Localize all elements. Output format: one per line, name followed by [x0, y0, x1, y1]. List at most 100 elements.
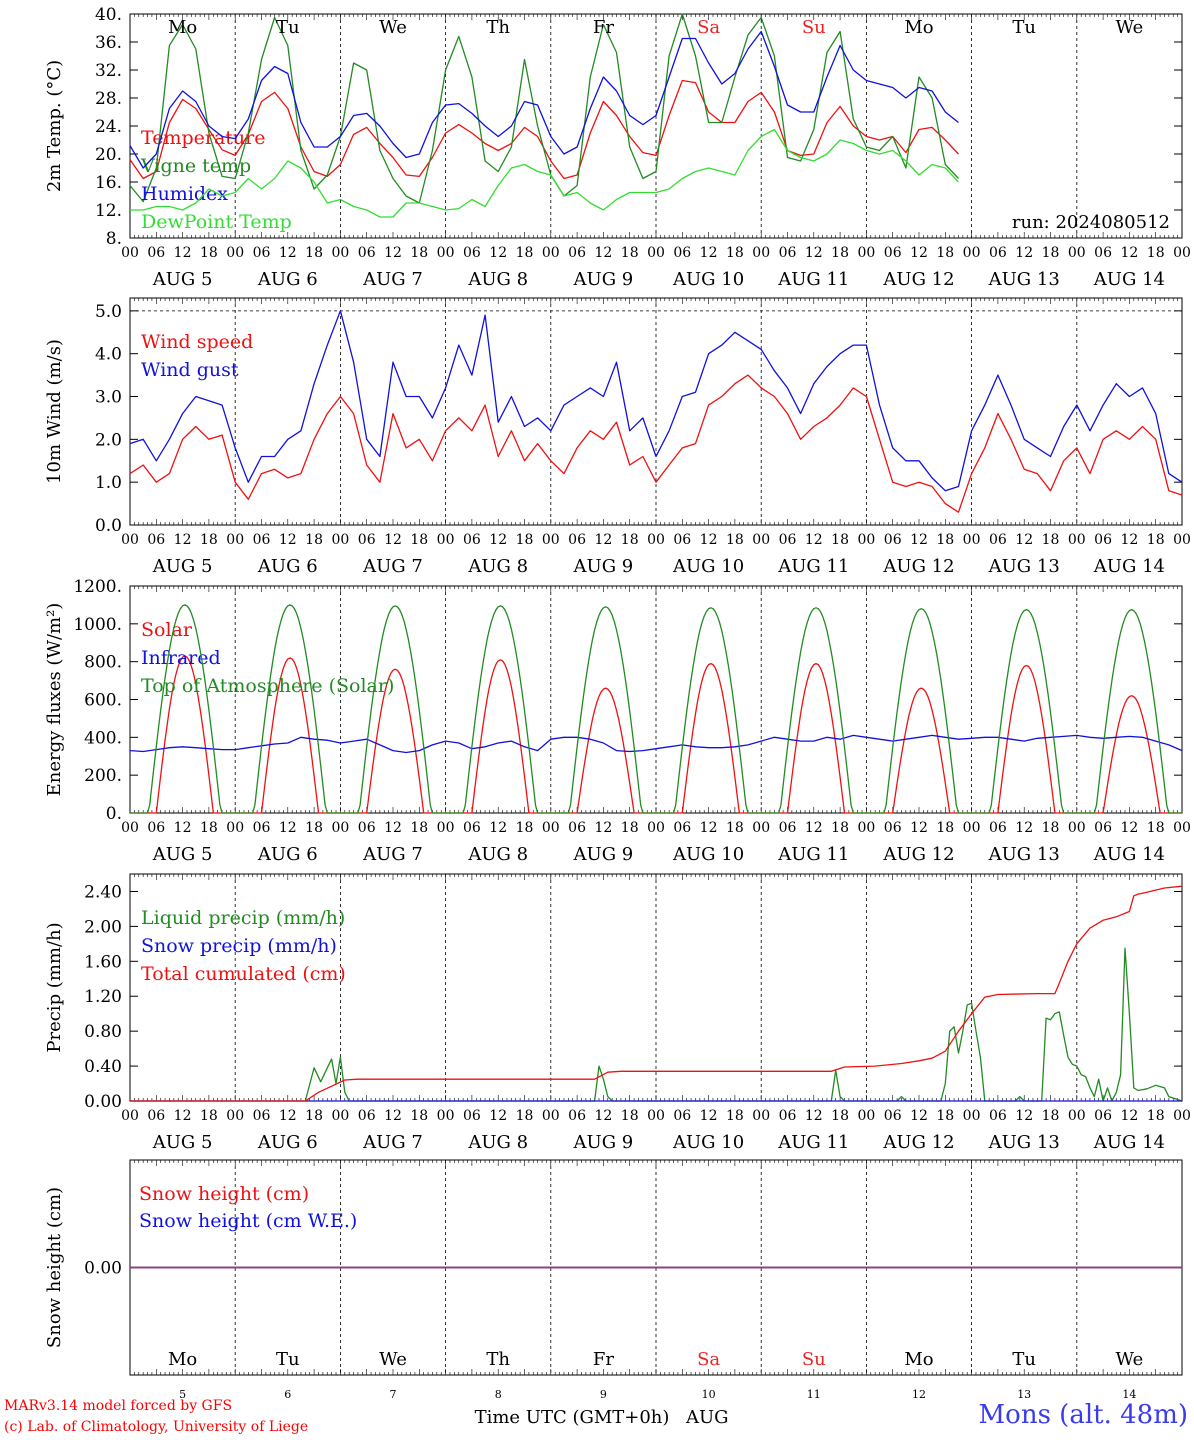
- energy-hour-label: 18: [621, 820, 639, 836]
- precip-hour-label: 00: [647, 1108, 665, 1124]
- wind-date-label: AUG 6: [257, 556, 318, 577]
- energy-hour-label: 18: [936, 820, 954, 836]
- snow-day-name: Su: [802, 1349, 826, 1370]
- temp-hour-label: 00: [542, 245, 560, 261]
- precip-hour-label: 18: [1042, 1108, 1060, 1124]
- precip-hour-label: 00: [121, 1108, 139, 1124]
- run-label: run: 2024080512: [1012, 212, 1170, 233]
- temp-hour-label: 00: [226, 245, 244, 261]
- temp-day-name: Tu: [1012, 17, 1036, 38]
- wind-hour-label: 00: [121, 532, 139, 548]
- precip-hour-label: 18: [200, 1108, 218, 1124]
- temp-day-name: We: [1116, 17, 1144, 38]
- temp-hour-label: 12: [910, 245, 928, 261]
- precip-legend-1: Snow precip (mm/h): [141, 935, 337, 957]
- energy-date-label: AUG 6: [257, 844, 318, 865]
- snow-day-name: Th: [486, 1349, 510, 1370]
- temp-hour-label: 12: [1120, 245, 1138, 261]
- temp-date-label: AUG 10: [672, 269, 744, 290]
- temp-date-label: AUG 14: [1093, 269, 1165, 290]
- wind-hour-label: 12: [700, 532, 718, 548]
- energy-hour-label: 06: [779, 820, 797, 836]
- precip-hour-label: 00: [963, 1108, 981, 1124]
- precip-y-axis-label: Precip (mm/h): [44, 922, 65, 1052]
- wind-hour-label: 06: [1094, 532, 1112, 548]
- precip-hour-label: 06: [253, 1108, 271, 1124]
- precip-hour-label: 18: [621, 1108, 639, 1124]
- energy-hour-label: 00: [752, 820, 770, 836]
- precip-hour-label: 12: [1120, 1108, 1138, 1124]
- energy-hour-label: 00: [1068, 820, 1086, 836]
- wind-date-label: AUG 14: [1093, 556, 1165, 577]
- wind-hour-label: 06: [147, 532, 165, 548]
- x-axis-month-label: AUG: [685, 1407, 729, 1428]
- wind-y-tick-label: 5.0: [95, 302, 122, 322]
- energy-hour-label: 00: [226, 820, 244, 836]
- precip-hour-label: 12: [594, 1108, 612, 1124]
- energy-date-label: AUG 13: [988, 844, 1060, 865]
- temp-hour-label: 06: [1094, 245, 1112, 261]
- precip-hour-label: 12: [910, 1108, 928, 1124]
- energy-date-label: AUG 14: [1093, 844, 1165, 865]
- energy-hour-label: 18: [305, 820, 323, 836]
- precip-date-label: AUG 11: [777, 1132, 849, 1153]
- precip-y-tick-label: 1.60: [84, 952, 122, 972]
- energy-hour-label: 12: [1015, 820, 1033, 836]
- precip-y-tick-label: 0.00: [84, 1092, 122, 1112]
- wind-y-tick-label: 3.0: [95, 388, 122, 408]
- precip-hour-label: 18: [1147, 1108, 1165, 1124]
- temp-date-label: AUG 5: [152, 269, 213, 290]
- energy-hour-label: 06: [989, 820, 1007, 836]
- temp-day-name: Tu: [276, 17, 300, 38]
- temp-hour-label: 06: [568, 245, 586, 261]
- precip-hour-label: 12: [174, 1108, 192, 1124]
- energy-hour-label: 18: [200, 820, 218, 836]
- energy-y-tick-label: 1200.: [73, 577, 122, 597]
- wind-hour-label: 12: [279, 532, 297, 548]
- precip-date-label: AUG 14: [1093, 1132, 1165, 1153]
- wind-hour-label: 12: [384, 532, 402, 548]
- wind-hour-label: 12: [805, 532, 823, 548]
- energy-series-1: [129, 734, 1183, 754]
- temp-date-label: AUG 12: [882, 269, 954, 290]
- precip-hour-label: 00: [752, 1108, 770, 1124]
- snow-day-name: We: [379, 1349, 407, 1370]
- temp-hour-label: 12: [700, 245, 718, 261]
- temp-date-label: AUG 8: [467, 269, 528, 290]
- wind-hour-label: 18: [831, 532, 849, 548]
- temp-hour-label: 12: [174, 245, 192, 261]
- wind-hour-label: 06: [779, 532, 797, 548]
- precip-hour-label: 12: [279, 1108, 297, 1124]
- energy-date-label: AUG 8: [467, 844, 528, 865]
- temp-legend-2: Humidex: [141, 183, 228, 205]
- temp-date-label: AUG 11: [777, 269, 849, 290]
- temp-day-name: Mo: [168, 17, 197, 38]
- wind-hour-label: 18: [936, 532, 954, 548]
- wind-y-axis-label: 10m Wind (m/s): [44, 339, 65, 484]
- precip-series-0: [130, 947, 1183, 1102]
- precip-hour-label: 12: [700, 1108, 718, 1124]
- precip-date-label: AUG 5: [152, 1132, 213, 1153]
- wind-hour-label: 12: [489, 532, 507, 548]
- temp-day-name: We: [379, 17, 407, 38]
- energy-hour-label: 18: [516, 820, 534, 836]
- temp-y-tick-label: 8.: [106, 229, 122, 249]
- energy-hour-label: 00: [437, 820, 455, 836]
- wind-hour-label: 00: [331, 532, 349, 548]
- temp-hour-label: 12: [384, 245, 402, 261]
- wind-date-label: AUG 9: [573, 556, 634, 577]
- temp-series-2: [129, 30, 959, 169]
- precip-y-tick-label: 0.80: [84, 1022, 122, 1042]
- energy-hour-label: 00: [647, 820, 665, 836]
- temp-y-tick-label: 40.: [95, 5, 122, 25]
- temp-date-label: AUG 7: [362, 269, 423, 290]
- temp-hour-label: 00: [1068, 245, 1086, 261]
- snow-day-name: Mo: [904, 1349, 933, 1370]
- precip-hour-label: 00: [1068, 1108, 1086, 1124]
- precip-hour-label: 06: [147, 1108, 165, 1124]
- energy-hour-label: 18: [1042, 820, 1060, 836]
- precip-hour-label: 06: [568, 1108, 586, 1124]
- energy-hour-label: 06: [358, 820, 376, 836]
- station-name: Mons (alt. 48m): [978, 1400, 1188, 1430]
